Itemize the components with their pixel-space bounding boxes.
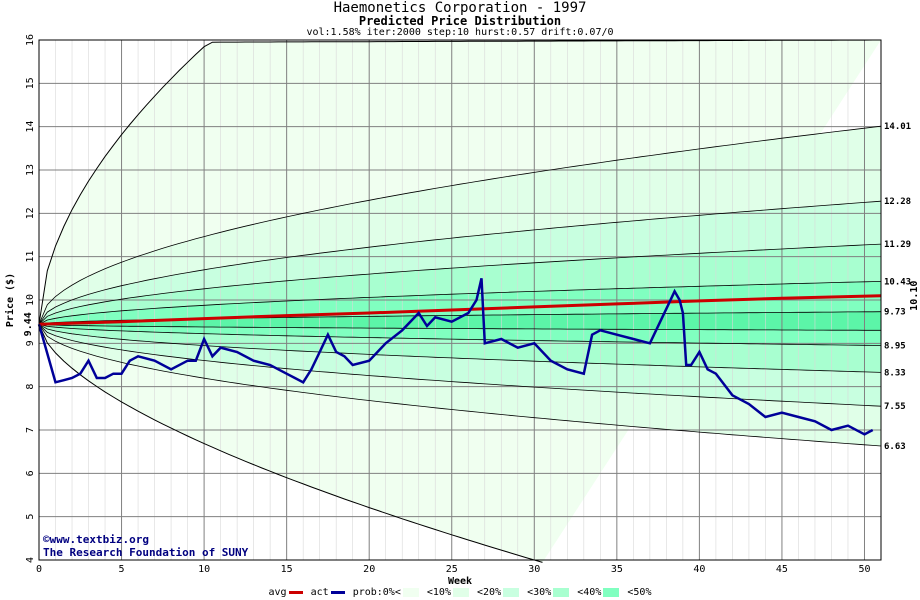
legend-band10-swatch	[452, 587, 469, 597]
level-label: 14.01	[884, 122, 911, 132]
x-tick-label: 5	[119, 564, 125, 575]
y-tick-label: 14	[25, 121, 36, 133]
x-tick-label: 35	[611, 564, 623, 575]
x-tick-label: 0	[36, 564, 42, 575]
y-tick-label: 10	[25, 294, 36, 306]
y-tick-label: 7	[25, 427, 36, 433]
chart-title: Haemonetics Corporation - 1997	[333, 0, 587, 16]
x-tick-label: 25	[446, 564, 458, 575]
x-tick-label: 30	[528, 564, 540, 575]
legend-p20-label: <20%	[477, 587, 502, 598]
probability-bands	[39, 40, 881, 563]
legend-band40-swatch	[603, 587, 620, 597]
plot-frame	[38, 39, 882, 561]
x-axis-label: Week	[448, 576, 472, 587]
outer-lower-curve	[38, 324, 543, 563]
x-tick-label: 10	[198, 564, 210, 575]
level-label: 6.63	[884, 442, 906, 452]
y-tick-label: 15	[25, 77, 36, 89]
copyright-link[interactable]: ©www.textbiz.org	[43, 533, 149, 546]
percentile-curve	[38, 200, 882, 325]
x-tick-label: 50	[858, 564, 870, 575]
legend-band0-swatch	[402, 587, 419, 597]
chart-series	[37, 278, 882, 436]
x-tick-label: 20	[363, 564, 375, 575]
y-axis-label: Price ($)	[4, 273, 16, 327]
y-tick-label: 11	[25, 251, 36, 263]
end-actual-label: 10.10	[909, 281, 920, 311]
percentile-curve	[38, 125, 882, 325]
percentile-curve	[38, 323, 881, 331]
y-tick-label: 4	[25, 557, 36, 563]
y-tick-label: 5	[25, 514, 36, 520]
x-tick-label: 40	[693, 564, 705, 575]
percentile-curve	[38, 281, 882, 325]
legend-act-label: act	[310, 587, 329, 598]
level-label: 8.95	[884, 342, 906, 352]
y-tick-label: 12	[25, 207, 36, 219]
level-label: 10.43	[884, 277, 911, 287]
series-avg-line	[38, 294, 882, 326]
y-tick-label: 8	[25, 384, 36, 390]
legend-band20-swatch	[503, 587, 520, 597]
legend-prob-label: prob:0%<	[352, 587, 401, 598]
chart-legend: avg act prob:0%< <10% <20% <30% <40% <50…	[0, 587, 920, 598]
x-tick-label: 15	[281, 564, 293, 575]
legend-p50-label: <50%	[627, 587, 652, 598]
chart-subtitle: Predicted Price Distribution	[358, 14, 562, 28]
legend-p10-label: <10%	[426, 587, 451, 598]
simulation-parameters: vol:1.58% iter:2000 step:10 hurst:0.57 d…	[306, 27, 614, 38]
legend-p40-label: <40%	[577, 587, 602, 598]
chart-labels: Week Price ($) 9.44 10.10 14.01 12.28 11.29 10.…	[4, 122, 920, 587]
start-price-label: 9.44	[23, 312, 34, 336]
percentile-curve	[38, 323, 882, 346]
percentile-curve	[38, 324, 882, 447]
level-label: 7.55	[884, 402, 906, 412]
y-tick-label: 13	[25, 164, 36, 176]
percentile-curve	[38, 243, 882, 325]
distribution-curves	[38, 39, 882, 563]
legend-act-swatch	[330, 590, 345, 594]
y-tick-label: 9	[25, 340, 36, 346]
legend-p30-label: <30%	[527, 587, 552, 598]
series-act-line	[37, 278, 874, 436]
y-tick-label: 6	[25, 470, 36, 476]
percentile-curve	[38, 323, 882, 373]
foundation-credit: The Research Foundation of SUNY	[43, 546, 249, 559]
y-tick-label: 16	[25, 34, 36, 46]
legend-avg-swatch	[288, 590, 303, 594]
level-label: 11.29	[884, 240, 911, 250]
level-label: 12.28	[884, 197, 911, 207]
credit-block: ©www.textbiz.org The Research Foundation…	[43, 533, 248, 559]
legend-avg-label: avg	[268, 587, 287, 598]
level-label: 9.73	[884, 308, 906, 318]
level-label: 8.33	[884, 368, 906, 378]
band-50	[39, 311, 881, 331]
x-tick-label: 45	[776, 564, 788, 575]
legend-band30-swatch	[553, 587, 570, 597]
